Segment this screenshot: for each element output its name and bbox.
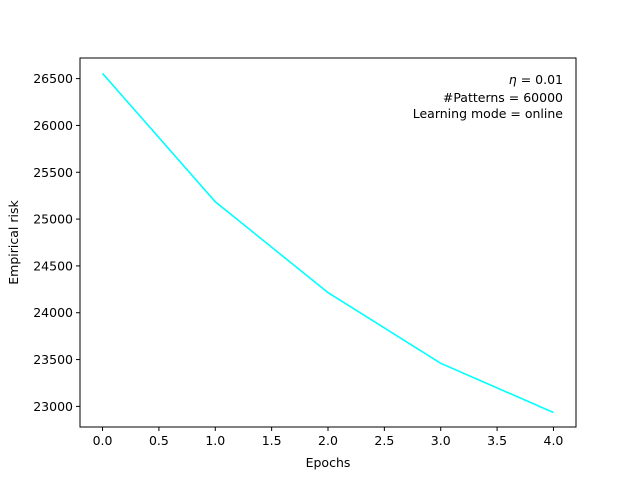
y-axis-label: Empirical risk — [6, 200, 21, 285]
y-tick-label: 26500 — [33, 71, 73, 86]
series-line — [101, 72, 554, 414]
eta-symbol: η — [509, 72, 517, 87]
x-tick-label: 0.5 — [149, 433, 169, 448]
x-tick-label: 4.0 — [544, 433, 564, 448]
y-tick-label: 23500 — [33, 352, 73, 367]
x-axis-label: Epochs — [306, 455, 351, 470]
x-tick-label: 3.5 — [487, 433, 507, 448]
annotation-learning-mode: Learning mode = online — [413, 106, 564, 121]
y-tick-label: 26000 — [33, 118, 73, 133]
x-tick-label: 3.0 — [431, 433, 451, 448]
y-tick-label: 24500 — [33, 258, 73, 273]
annotation-patterns: #Patterns = 60000 — [443, 90, 563, 105]
y-tick-label: 25000 — [33, 212, 73, 227]
eta-value: = 0.01 — [517, 72, 563, 87]
x-tick-label: 2.5 — [374, 433, 394, 448]
annotation-box: η = 0.01 #Patterns = 60000 Learning mode… — [413, 72, 564, 121]
axes-frame — [79, 57, 577, 428]
x-axis: 0.0 0.5 1.0 1.5 2.0 2.5 3.0 3.5 4.0 — [93, 427, 564, 448]
y-axis: 23000 23500 24000 24500 25000 25500 26000 26500 — [33, 71, 80, 414]
annotation-eta: η = 0.01 — [509, 72, 563, 87]
y-tick-label: 23000 — [33, 399, 73, 414]
x-tick-label: 1.0 — [205, 433, 225, 448]
x-tick-label: 0.0 — [93, 433, 113, 448]
x-tick-label: 1.5 — [262, 433, 282, 448]
y-tick-label: 24000 — [33, 305, 73, 320]
x-tick-label: 2.0 — [318, 433, 338, 448]
y-tick-label: 25500 — [33, 165, 73, 180]
series-layer — [101, 72, 554, 414]
